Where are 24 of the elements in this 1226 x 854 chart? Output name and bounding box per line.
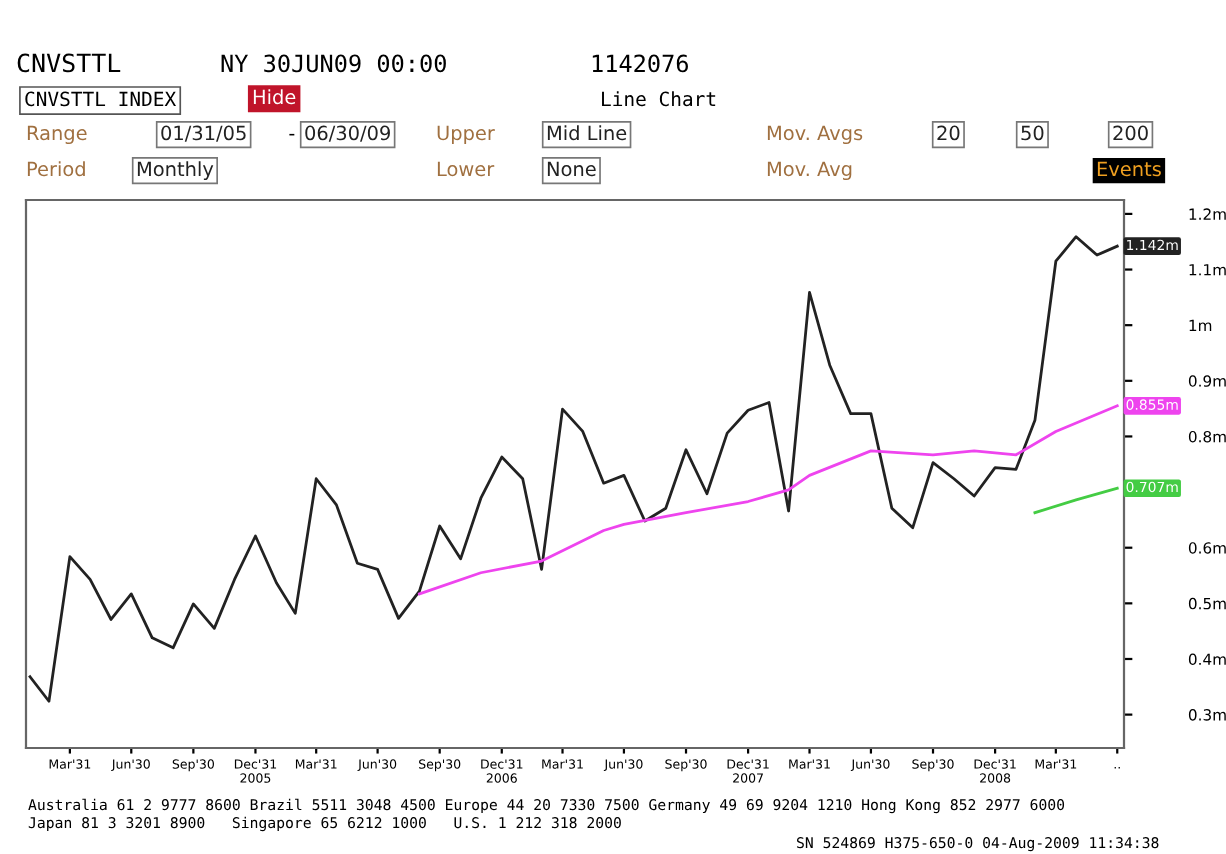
text: Lower bbox=[437, 161, 495, 177]
chart-subtitle: CNVSTTL INDEX bbox=[25, 91, 177, 107]
text: Events bbox=[1097, 161, 1161, 177]
text: - bbox=[289, 133, 295, 136]
chart-title: CNVSTTL bbox=[17, 53, 121, 73]
text: Hide bbox=[253, 89, 296, 105]
text: Mov. Avgs bbox=[767, 125, 863, 145]
line-series bbox=[28, 235, 1119, 703]
text: Range bbox=[27, 125, 87, 145]
text: 200 bbox=[1113, 125, 1148, 141]
text: 20 bbox=[937, 125, 960, 141]
text: 50 bbox=[1021, 125, 1044, 141]
text: 01/31/05 bbox=[161, 125, 246, 142]
text: Line Chart bbox=[602, 91, 716, 107]
text: Monthly bbox=[137, 161, 214, 181]
text: Mov. Avg bbox=[767, 161, 852, 181]
line-series bbox=[418, 404, 1119, 596]
text: 1142076 bbox=[592, 54, 688, 73]
text: Period bbox=[27, 161, 85, 177]
text: NY 30JUN09 00:00 bbox=[221, 54, 446, 73]
text: Mid Line bbox=[547, 125, 627, 141]
text: 06/30/09 bbox=[305, 125, 390, 142]
text: Upper bbox=[437, 125, 495, 145]
text: None bbox=[547, 161, 596, 177]
